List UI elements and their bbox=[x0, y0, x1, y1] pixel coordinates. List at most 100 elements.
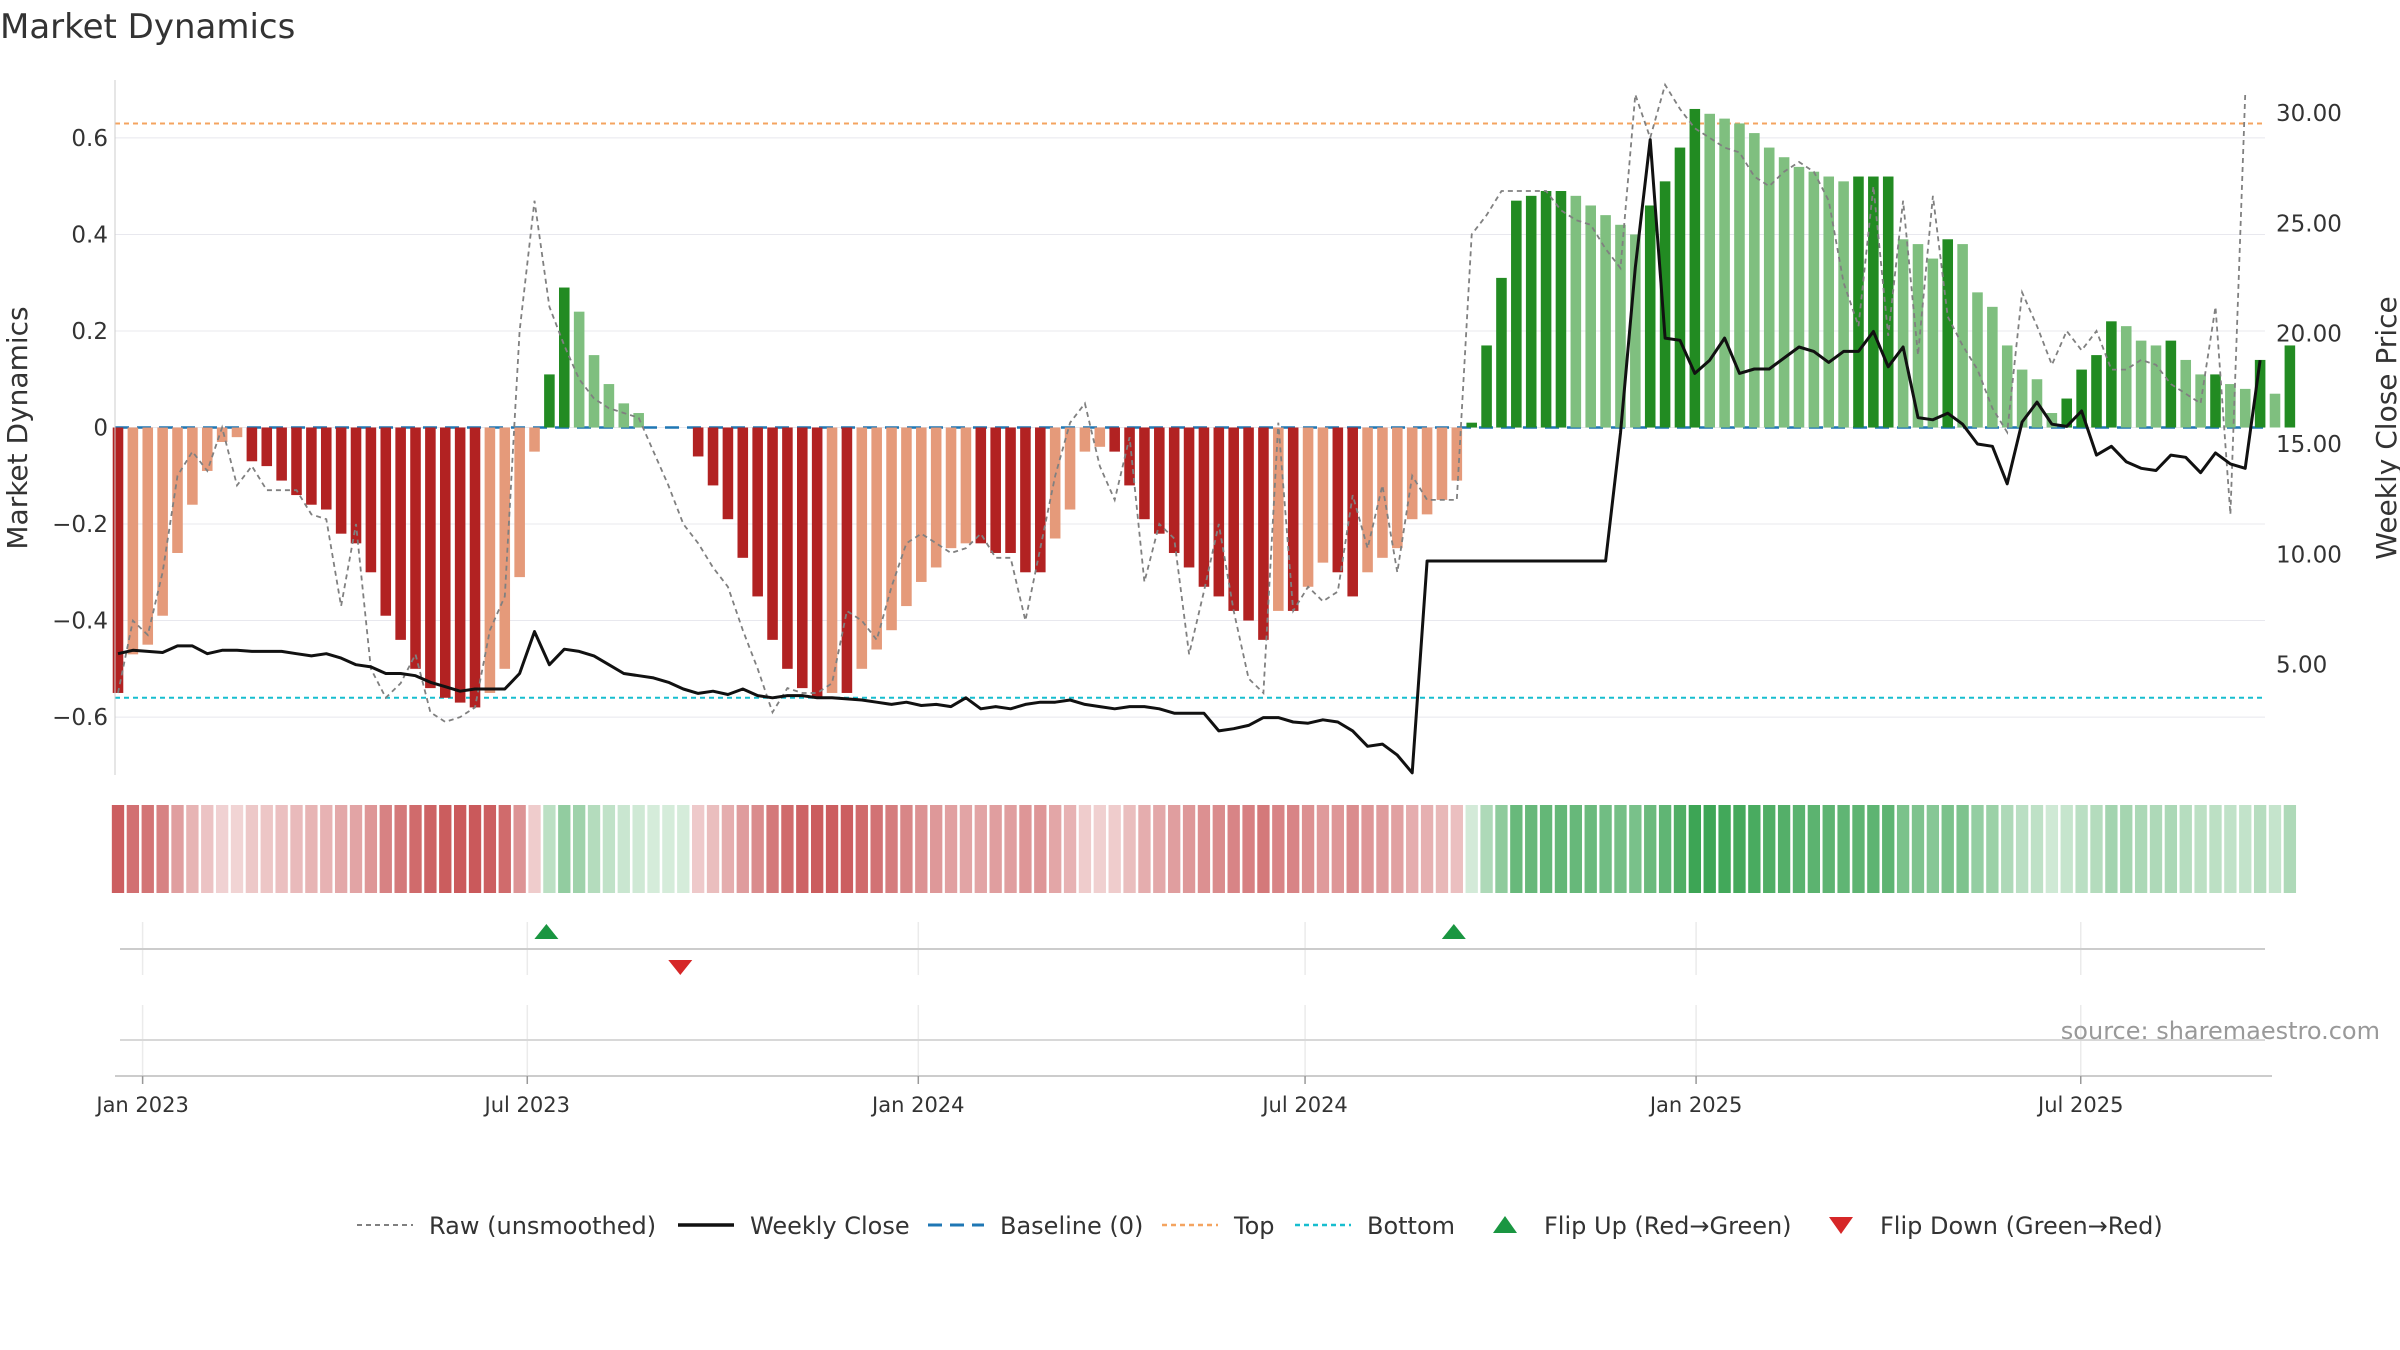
momentum-bar bbox=[901, 427, 912, 607]
x-tick-label: Jul 2025 bbox=[2036, 1093, 2123, 1117]
y-axis-right-title: Weekly Close Price bbox=[2370, 296, 2400, 559]
regime-cell bbox=[1331, 805, 1344, 893]
regime-cell bbox=[1078, 805, 1092, 893]
regime-cell bbox=[2209, 805, 2222, 893]
momentum-bar bbox=[320, 427, 332, 510]
momentum-bar bbox=[975, 427, 987, 544]
momentum-bar bbox=[514, 427, 525, 578]
regime-cell bbox=[1673, 805, 1687, 893]
momentum-bar bbox=[187, 427, 198, 505]
regime-cell bbox=[453, 805, 467, 893]
momentum-bar bbox=[1793, 166, 1805, 428]
momentum-bar bbox=[1763, 147, 1775, 428]
regime-cell bbox=[602, 805, 616, 893]
regime-cell bbox=[2045, 805, 2059, 893]
momentum-bar bbox=[1124, 427, 1135, 486]
regime-cell bbox=[290, 805, 303, 893]
momentum-bar bbox=[112, 427, 124, 693]
momentum-bar bbox=[2284, 345, 2296, 428]
momentum-bar bbox=[1183, 427, 1195, 568]
legend-swatch bbox=[1829, 1217, 1853, 1234]
momentum-bar bbox=[231, 427, 243, 438]
x-tick-label: Jul 2024 bbox=[1260, 1093, 1347, 1117]
momentum-bar bbox=[2269, 393, 2281, 428]
regime-cell bbox=[1019, 805, 1032, 893]
legend-item-close: Weekly Close bbox=[678, 1212, 910, 1240]
momentum-bar bbox=[1347, 427, 1358, 597]
regime-cell bbox=[1272, 805, 1285, 893]
regime-cell bbox=[1525, 805, 1538, 893]
momentum-bar bbox=[1406, 427, 1418, 520]
regime-cell bbox=[558, 805, 571, 893]
momentum-bar bbox=[1511, 200, 1522, 428]
legend-label: Top bbox=[1233, 1212, 1275, 1240]
regime-cell bbox=[1733, 805, 1746, 893]
momentum-bar bbox=[172, 427, 183, 553]
regime-cell bbox=[1034, 805, 1047, 893]
regime-cell bbox=[1242, 805, 1255, 893]
regime-cell bbox=[1584, 805, 1597, 893]
momentum-bar bbox=[1273, 427, 1284, 611]
regime-cell bbox=[1063, 805, 1077, 893]
regime-cell bbox=[1956, 805, 1969, 893]
legend-item-baseline: Baseline (0) bbox=[928, 1212, 1143, 1240]
x-tick-label: Jan 2023 bbox=[94, 1093, 189, 1117]
regime-cell bbox=[1465, 805, 1478, 893]
momentum-bar bbox=[2120, 326, 2132, 428]
momentum-bar bbox=[1154, 427, 1165, 534]
momentum-bar bbox=[1823, 176, 1835, 428]
regime-cell bbox=[2149, 805, 2163, 893]
regime-cell bbox=[2134, 805, 2148, 893]
regime-cell bbox=[156, 805, 169, 893]
momentum-bar bbox=[1942, 239, 1954, 428]
legend-swatch bbox=[1493, 1216, 1517, 1233]
momentum-bar bbox=[1897, 239, 1909, 428]
momentum-bar bbox=[1704, 113, 1715, 428]
momentum-bar bbox=[1540, 191, 1552, 428]
regime-cell bbox=[1450, 805, 1463, 893]
regime-cell bbox=[1569, 805, 1582, 893]
momentum-bar bbox=[1392, 427, 1403, 549]
regime-cell bbox=[1480, 805, 1493, 893]
momentum-bar bbox=[1421, 427, 1433, 515]
momentum-bar bbox=[410, 427, 421, 669]
regime-cell bbox=[1911, 805, 1925, 893]
momentum-bar bbox=[588, 355, 600, 428]
weekly-close-line bbox=[117, 138, 2262, 775]
momentum-bar bbox=[1987, 306, 1998, 428]
regime-cell bbox=[2060, 805, 2073, 893]
regime-cell bbox=[677, 805, 690, 893]
momentum-bar bbox=[1317, 427, 1329, 563]
momentum-bar bbox=[871, 427, 882, 650]
x-tick-label: Jan 2025 bbox=[1648, 1093, 1743, 1117]
regime-cell bbox=[394, 805, 407, 893]
regime-cell bbox=[1748, 805, 1761, 893]
legend: Raw (unsmoothed) Weekly Close Baseline (0)… bbox=[357, 1212, 2163, 1240]
regime-cell bbox=[2268, 805, 2282, 893]
momentum-bar bbox=[499, 427, 511, 669]
regime-cell bbox=[587, 805, 601, 893]
regime-cell bbox=[855, 805, 868, 893]
momentum-bar bbox=[558, 287, 570, 428]
momentum-bar bbox=[1198, 427, 1210, 587]
y-tick-right: 5.00 bbox=[2276, 653, 2327, 679]
momentum-bar bbox=[2254, 359, 2266, 428]
regime-cell bbox=[141, 805, 154, 893]
momentum-bar bbox=[1674, 147, 1686, 428]
momentum-bar bbox=[1049, 427, 1061, 539]
momentum-bar bbox=[707, 427, 719, 486]
x-tick-label: Jul 2023 bbox=[483, 1093, 570, 1117]
momentum-bar bbox=[1912, 244, 1924, 428]
y-tick-left: −0.2 bbox=[52, 512, 108, 538]
series-lines bbox=[117, 82, 2262, 775]
x-tick-label: Jan 2024 bbox=[870, 1093, 965, 1117]
momentum-bar bbox=[1377, 427, 1388, 558]
regime-cell bbox=[1257, 805, 1270, 893]
regime-cell bbox=[1658, 805, 1672, 893]
regime-cell bbox=[751, 805, 764, 893]
y-tick-left: −0.6 bbox=[52, 705, 108, 731]
momentum-bar bbox=[127, 427, 139, 655]
y-tick-right: 15.00 bbox=[2276, 432, 2342, 458]
legend-label: Weekly Close bbox=[750, 1212, 910, 1240]
regime-cell bbox=[1688, 805, 1702, 893]
